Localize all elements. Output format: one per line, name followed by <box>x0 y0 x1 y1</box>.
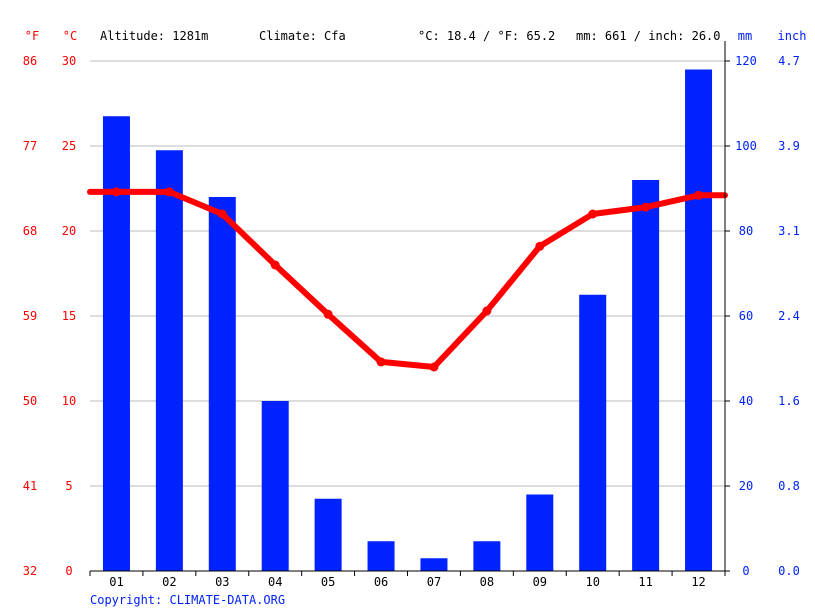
temperature-point <box>376 357 386 367</box>
inch-tick-label: 4.7 <box>778 54 800 68</box>
temperature-line <box>87 187 728 372</box>
temperature-point <box>588 209 598 219</box>
month-tick-label: 09 <box>533 575 547 589</box>
temperature-point <box>111 187 121 197</box>
precipitation-bar <box>261 401 289 571</box>
month-tick-label: 06 <box>374 575 388 589</box>
fahrenheit-tick-label: 50 <box>23 394 37 408</box>
precipitation-bar <box>685 69 713 571</box>
month-tick-label: 10 <box>585 575 599 589</box>
month-tick-label: 03 <box>215 575 229 589</box>
temperature-point <box>217 209 227 219</box>
mm-tick-label: 120 <box>735 54 757 68</box>
fahrenheit-tick-label: 77 <box>23 139 37 153</box>
fahrenheit-tick-label: 41 <box>23 479 37 493</box>
precipitation-bar <box>473 541 501 571</box>
inch-tick-label: 1.6 <box>778 394 800 408</box>
mm-tick-label: 20 <box>739 479 753 493</box>
temperature-point <box>429 362 439 372</box>
temperature-point <box>164 187 174 197</box>
fahrenheit-tick-label: 32 <box>23 564 37 578</box>
inch-tick-label: 0.8 <box>778 479 800 493</box>
average-temperature-label: °C: 18.4 / °F: 65.2 <box>418 29 555 43</box>
precipitation-bar <box>208 197 236 571</box>
precipitation-bar <box>367 541 395 571</box>
temperature-point <box>694 190 704 200</box>
temperature-point <box>270 260 280 270</box>
month-tick-label: 02 <box>162 575 176 589</box>
temperature-point <box>535 241 545 251</box>
copyright-label: Copyright: CLIMATE-DATA.ORG <box>90 593 285 607</box>
axes <box>89 41 730 576</box>
fahrenheit-tick-label: 59 <box>23 309 37 323</box>
month-tick-label: 01 <box>109 575 123 589</box>
precipitation-bar <box>102 116 130 571</box>
inch-tick-label: 0.0 <box>778 564 800 578</box>
mm-unit-label: mm <box>738 29 752 43</box>
celsius-tick-label: 15 <box>62 309 76 323</box>
inch-tick-label: 3.9 <box>778 139 800 153</box>
mm-tick-label: 60 <box>739 309 753 323</box>
precipitation-bar <box>526 494 554 571</box>
month-tick-label: 05 <box>321 575 335 589</box>
temperature-line-path <box>87 188 728 370</box>
precipitation-bar <box>155 150 183 571</box>
celsius-unit-label: °C <box>63 29 77 43</box>
inch-unit-label: inch <box>778 29 807 43</box>
altitude-label: Altitude: 1281m <box>100 29 208 43</box>
temperature-point <box>482 306 492 316</box>
mm-tick-label: 0 <box>742 564 749 578</box>
month-tick-label: 08 <box>480 575 494 589</box>
fahrenheit-unit-label: °F <box>25 29 39 43</box>
temperature-point <box>641 202 651 212</box>
celsius-tick-label: 10 <box>62 394 76 408</box>
fahrenheit-tick-label: 68 <box>23 224 37 238</box>
fahrenheit-tick-label: 86 <box>23 54 37 68</box>
mm-tick-label: 100 <box>735 139 757 153</box>
month-tick-label: 07 <box>427 575 441 589</box>
inch-tick-label: 2.4 <box>778 309 800 323</box>
celsius-tick-label: 0 <box>65 564 72 578</box>
climate-label: Climate: Cfa <box>259 29 346 43</box>
celsius-tick-label: 5 <box>65 479 72 493</box>
tick-labels: 32 0 0 0.0 41 5 20 0.8 50 10 40 1.6 59 15 60 2.4 68 20 80 3… <box>23 54 800 589</box>
mm-tick-label: 40 <box>739 394 753 408</box>
mm-tick-label: 80 <box>739 224 753 238</box>
precipitation-bar <box>314 498 342 571</box>
celsius-tick-label: 20 <box>62 224 76 238</box>
celsius-tick-label: 30 <box>62 54 76 68</box>
gridlines <box>90 60 725 487</box>
month-tick-label: 04 <box>268 575 282 589</box>
inch-tick-label: 3.1 <box>778 224 800 238</box>
precipitation-bars <box>102 69 713 571</box>
precipitation-bar <box>420 558 448 571</box>
total-precipitation-label: mm: 661 / inch: 26.0 <box>576 29 721 43</box>
month-tick-label: 12 <box>691 575 705 589</box>
month-tick-label: 11 <box>638 575 652 589</box>
precipitation-bar <box>632 180 660 571</box>
temperature-point <box>323 309 333 319</box>
celsius-tick-label: 25 <box>62 139 76 153</box>
precipitation-bar <box>579 294 607 571</box>
